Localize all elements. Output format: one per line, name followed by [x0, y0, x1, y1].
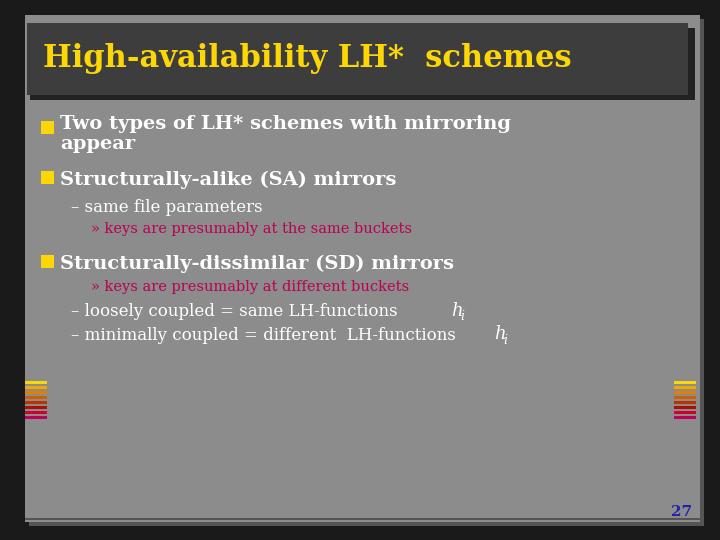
Text: appear: appear [60, 135, 135, 153]
Bar [25, 410, 47, 414]
Bar [25, 415, 47, 419]
Text: » keys are presumably at different buckets: » keys are presumably at different bucke… [91, 280, 409, 294]
Text: High-availability LH*  schemes: High-availability LH* schemes [43, 44, 572, 75]
Bar [674, 390, 696, 394]
Bar [41, 255, 54, 268]
Text: – minimally coupled = different  LH-functions: – minimally coupled = different LH-funct… [71, 327, 461, 343]
Bar [674, 406, 696, 409]
Text: h: h [494, 325, 505, 343]
Bar [25, 401, 47, 404]
Bar [25, 390, 47, 394]
Text: Structurally-dissimilar (SD) mirrors: Structurally-dissimilar (SD) mirrors [60, 255, 454, 273]
Bar [41, 171, 54, 184]
Bar [25, 517, 700, 520]
Bar [674, 386, 696, 389]
Bar [30, 28, 695, 100]
Text: 27: 27 [671, 505, 692, 519]
Bar [25, 381, 47, 384]
Text: h: h [451, 302, 463, 320]
Bar [27, 23, 688, 95]
Bar [41, 121, 54, 134]
Bar [674, 415, 696, 419]
Bar [674, 401, 696, 404]
Bar [25, 406, 47, 409]
Text: – same file parameters: – same file parameters [71, 199, 263, 217]
Text: i: i [503, 334, 507, 347]
Bar [674, 395, 696, 399]
Bar [674, 410, 696, 414]
Text: i: i [460, 310, 464, 323]
Text: – loosely coupled = same LH-functions: – loosely coupled = same LH-functions [71, 303, 403, 321]
Bar [674, 381, 696, 384]
Bar [25, 395, 47, 399]
Text: Structurally-alike (SA) mirrors: Structurally-alike (SA) mirrors [60, 171, 397, 189]
Text: » keys are presumably at the same buckets: » keys are presumably at the same bucket… [91, 222, 412, 236]
Bar [25, 386, 47, 389]
Text: Two types of LH* schemes with mirroring: Two types of LH* schemes with mirroring [60, 115, 511, 133]
